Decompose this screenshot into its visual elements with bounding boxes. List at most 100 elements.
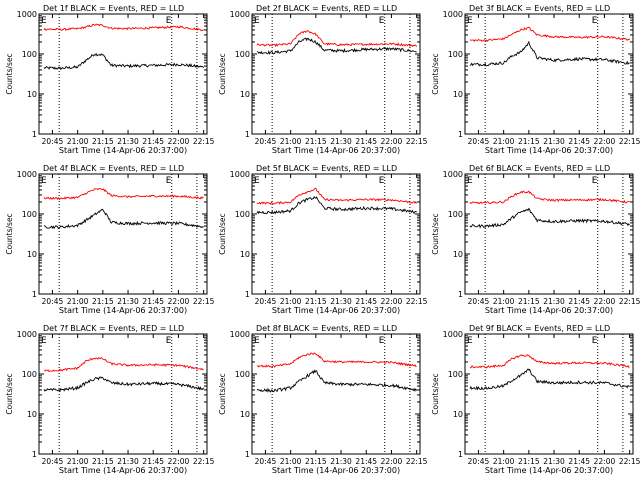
events-series-line	[43, 52, 204, 71]
y-tick-label: 10	[27, 410, 37, 419]
x-tick-label: 21:30	[117, 457, 139, 466]
plot-frame	[464, 173, 634, 295]
y-tick-label: 100	[448, 50, 463, 59]
y-tick-label: 100	[22, 210, 37, 219]
panel-title: Det 6f BLACK = Events, RED = LLD	[469, 164, 610, 173]
x-axis-label: Start Time (14-Apr-06 20:37:00)	[272, 146, 400, 155]
x-tick-label: 21:30	[117, 137, 139, 146]
x-tick-label: 21:45	[568, 297, 590, 306]
marker-label: E	[467, 16, 473, 26]
detector-panel-9: Det 9f BLACK = Events, RED = LLD E E 1 10 100…	[431, 324, 640, 475]
detector-panel-3: Det 3f BLACK = Events, RED = LLD E E 1 10 100…	[431, 4, 640, 155]
x-axis-label: Start Time (14-Apr-06 20:37:00)	[59, 146, 187, 155]
y-axis-label: Counts/sec	[5, 213, 14, 254]
x-tick-label: 21:45	[568, 137, 590, 146]
y-axis-label: Counts/sec	[431, 53, 440, 94]
lld-series-line	[43, 23, 204, 32]
marker-label: E	[254, 16, 260, 26]
x-tick-label: 21:15	[92, 137, 114, 146]
marker-label: E	[467, 336, 473, 346]
x-tick-label: 21:15	[518, 137, 540, 146]
marker-label: E	[379, 176, 385, 186]
x-tick-label: 21:15	[305, 457, 327, 466]
panel-title: Det 4f BLACK = Events, RED = LLD	[43, 164, 184, 173]
lld-series-line	[469, 190, 630, 205]
events-series-line	[43, 376, 205, 393]
lld-series-line	[256, 30, 417, 48]
y-tick-label: 1	[245, 290, 250, 299]
x-tick-label: 22:00	[168, 457, 190, 466]
y-tick-label: 10	[27, 90, 37, 99]
x-axis-label: Start Time (14-Apr-06 20:37:00)	[485, 466, 613, 475]
x-tick-label: 22:00	[594, 137, 616, 146]
y-tick-label: 1000	[230, 10, 250, 19]
panel-title: Det 2f BLACK = Events, RED = LLD	[256, 4, 397, 13]
panel-title: Det 7f BLACK = Events, RED = LLD	[43, 324, 184, 333]
events-series-line	[256, 37, 417, 55]
y-tick-label: 1	[458, 290, 463, 299]
x-tick-label: 21:30	[330, 457, 352, 466]
events-series-line	[469, 207, 630, 229]
y-axis-label: Counts/sec	[431, 373, 440, 414]
lld-series-line	[257, 187, 418, 205]
x-tick-label: 21:15	[92, 297, 114, 306]
x-tick-label: 21:30	[543, 297, 565, 306]
x-tick-label: 21:00	[280, 297, 302, 306]
x-tick-label: 21:45	[568, 457, 590, 466]
x-tick-label: 20:45	[468, 297, 490, 306]
x-tick-label: 22:00	[594, 297, 616, 306]
plot-frame	[464, 13, 634, 135]
y-tick-label: 1	[32, 290, 37, 299]
detector-panel-7: Det 7f BLACK = Events, RED = LLD E E 1 10 100…	[5, 324, 215, 475]
x-tick-label: 22:00	[168, 297, 190, 306]
x-tick-label: 22:00	[381, 297, 403, 306]
marker-label: E	[592, 176, 598, 186]
x-tick-label: 21:45	[142, 137, 164, 146]
x-tick-label: 22:00	[168, 137, 190, 146]
y-axis-label: Counts/sec	[218, 53, 227, 94]
marker-label: E	[166, 16, 172, 26]
x-tick-label: 20:45	[255, 137, 277, 146]
marker-label: E	[41, 176, 47, 186]
detector-panel-6: Det 6f BLACK = Events, RED = LLD E E 1 10 100…	[431, 164, 640, 315]
x-tick-label: 22:15	[193, 457, 215, 466]
marker-label: E	[41, 16, 47, 26]
y-tick-label: 1000	[17, 10, 37, 19]
x-tick-label: 22:15	[406, 297, 428, 306]
y-tick-label: 100	[448, 210, 463, 219]
marker-label: E	[254, 336, 260, 346]
x-tick-label: 20:45	[42, 137, 64, 146]
x-tick-label: 21:00	[280, 137, 302, 146]
x-tick-label: 22:00	[594, 457, 616, 466]
y-tick-label: 1	[458, 130, 463, 139]
marker-label: E	[467, 176, 473, 186]
events-series-line	[43, 208, 204, 230]
x-tick-label: 21:45	[355, 137, 377, 146]
events-series-line	[469, 40, 630, 67]
y-tick-label: 100	[235, 50, 250, 59]
y-tick-label: 1000	[443, 170, 463, 179]
detector-panel-5: Det 5f BLACK = Events, RED = LLD E E 1 10 100…	[218, 164, 428, 315]
lld-series-line	[43, 188, 204, 201]
y-tick-label: 10	[453, 250, 463, 259]
x-tick-label: 20:45	[255, 457, 277, 466]
plot-frame	[251, 13, 421, 135]
x-tick-label: 21:15	[305, 137, 327, 146]
y-tick-label: 1000	[443, 10, 463, 19]
x-tick-label: 21:00	[493, 137, 515, 146]
x-tick-label: 22:15	[193, 297, 215, 306]
lld-series-line	[469, 26, 630, 42]
x-tick-label: 21:45	[142, 297, 164, 306]
x-tick-label: 21:00	[67, 137, 89, 146]
x-tick-label: 20:45	[42, 297, 64, 306]
y-tick-label: 100	[235, 370, 250, 379]
x-axis-label: Start Time (14-Apr-06 20:37:00)	[485, 146, 613, 155]
x-axis-label: Start Time (14-Apr-06 20:37:00)	[485, 306, 613, 315]
lld-series-line	[43, 357, 204, 373]
marker-label: E	[379, 16, 385, 26]
y-tick-label: 1	[32, 450, 37, 459]
x-tick-label: 21:30	[117, 297, 139, 306]
y-tick-label: 1000	[17, 170, 37, 179]
x-axis-label: Start Time (14-Apr-06 20:37:00)	[272, 466, 400, 475]
marker-label: E	[592, 16, 598, 26]
